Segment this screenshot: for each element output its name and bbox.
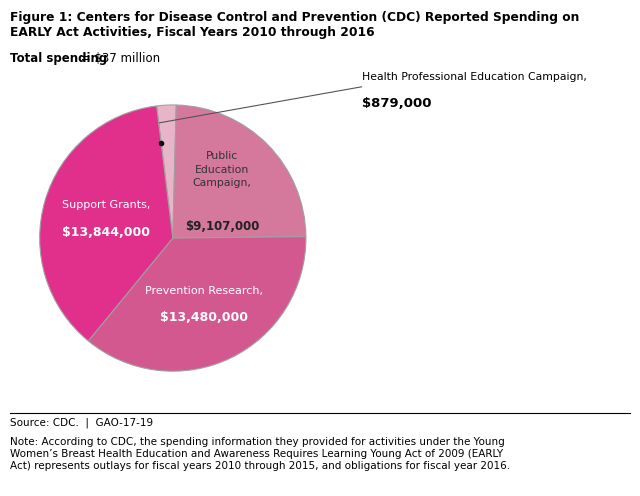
Wedge shape (88, 237, 306, 371)
Text: Support Grants,: Support Grants, (62, 200, 150, 210)
Text: $9,107,000: $9,107,000 (185, 220, 259, 233)
Text: Public
Education
Campaign,: Public Education Campaign, (193, 151, 252, 187)
Text: $13,480,000: $13,480,000 (161, 311, 248, 324)
Text: Prevention Research,: Prevention Research, (145, 286, 264, 296)
Text: $13,844,000: $13,844,000 (62, 226, 150, 239)
Text: Source: CDC.  |  GAO-17-19: Source: CDC. | GAO-17-19 (10, 418, 153, 428)
Text: = $37 million: = $37 million (77, 52, 160, 65)
Wedge shape (157, 105, 176, 238)
Text: $879,000: $879,000 (362, 97, 431, 110)
Text: Health Professional Education Campaign,: Health Professional Education Campaign, (362, 72, 586, 82)
Wedge shape (173, 105, 306, 238)
Text: Total spending: Total spending (10, 52, 107, 65)
Text: Figure 1: Centers for Disease Control and Prevention (CDC) Reported Spending on: Figure 1: Centers for Disease Control an… (10, 11, 579, 24)
Wedge shape (40, 106, 173, 341)
Text: Note: According to CDC, the spending information they provided for activities un: Note: According to CDC, the spending inf… (10, 437, 509, 471)
Text: EARLY Act Activities, Fiscal Years 2010 through 2016: EARLY Act Activities, Fiscal Years 2010 … (10, 26, 374, 39)
